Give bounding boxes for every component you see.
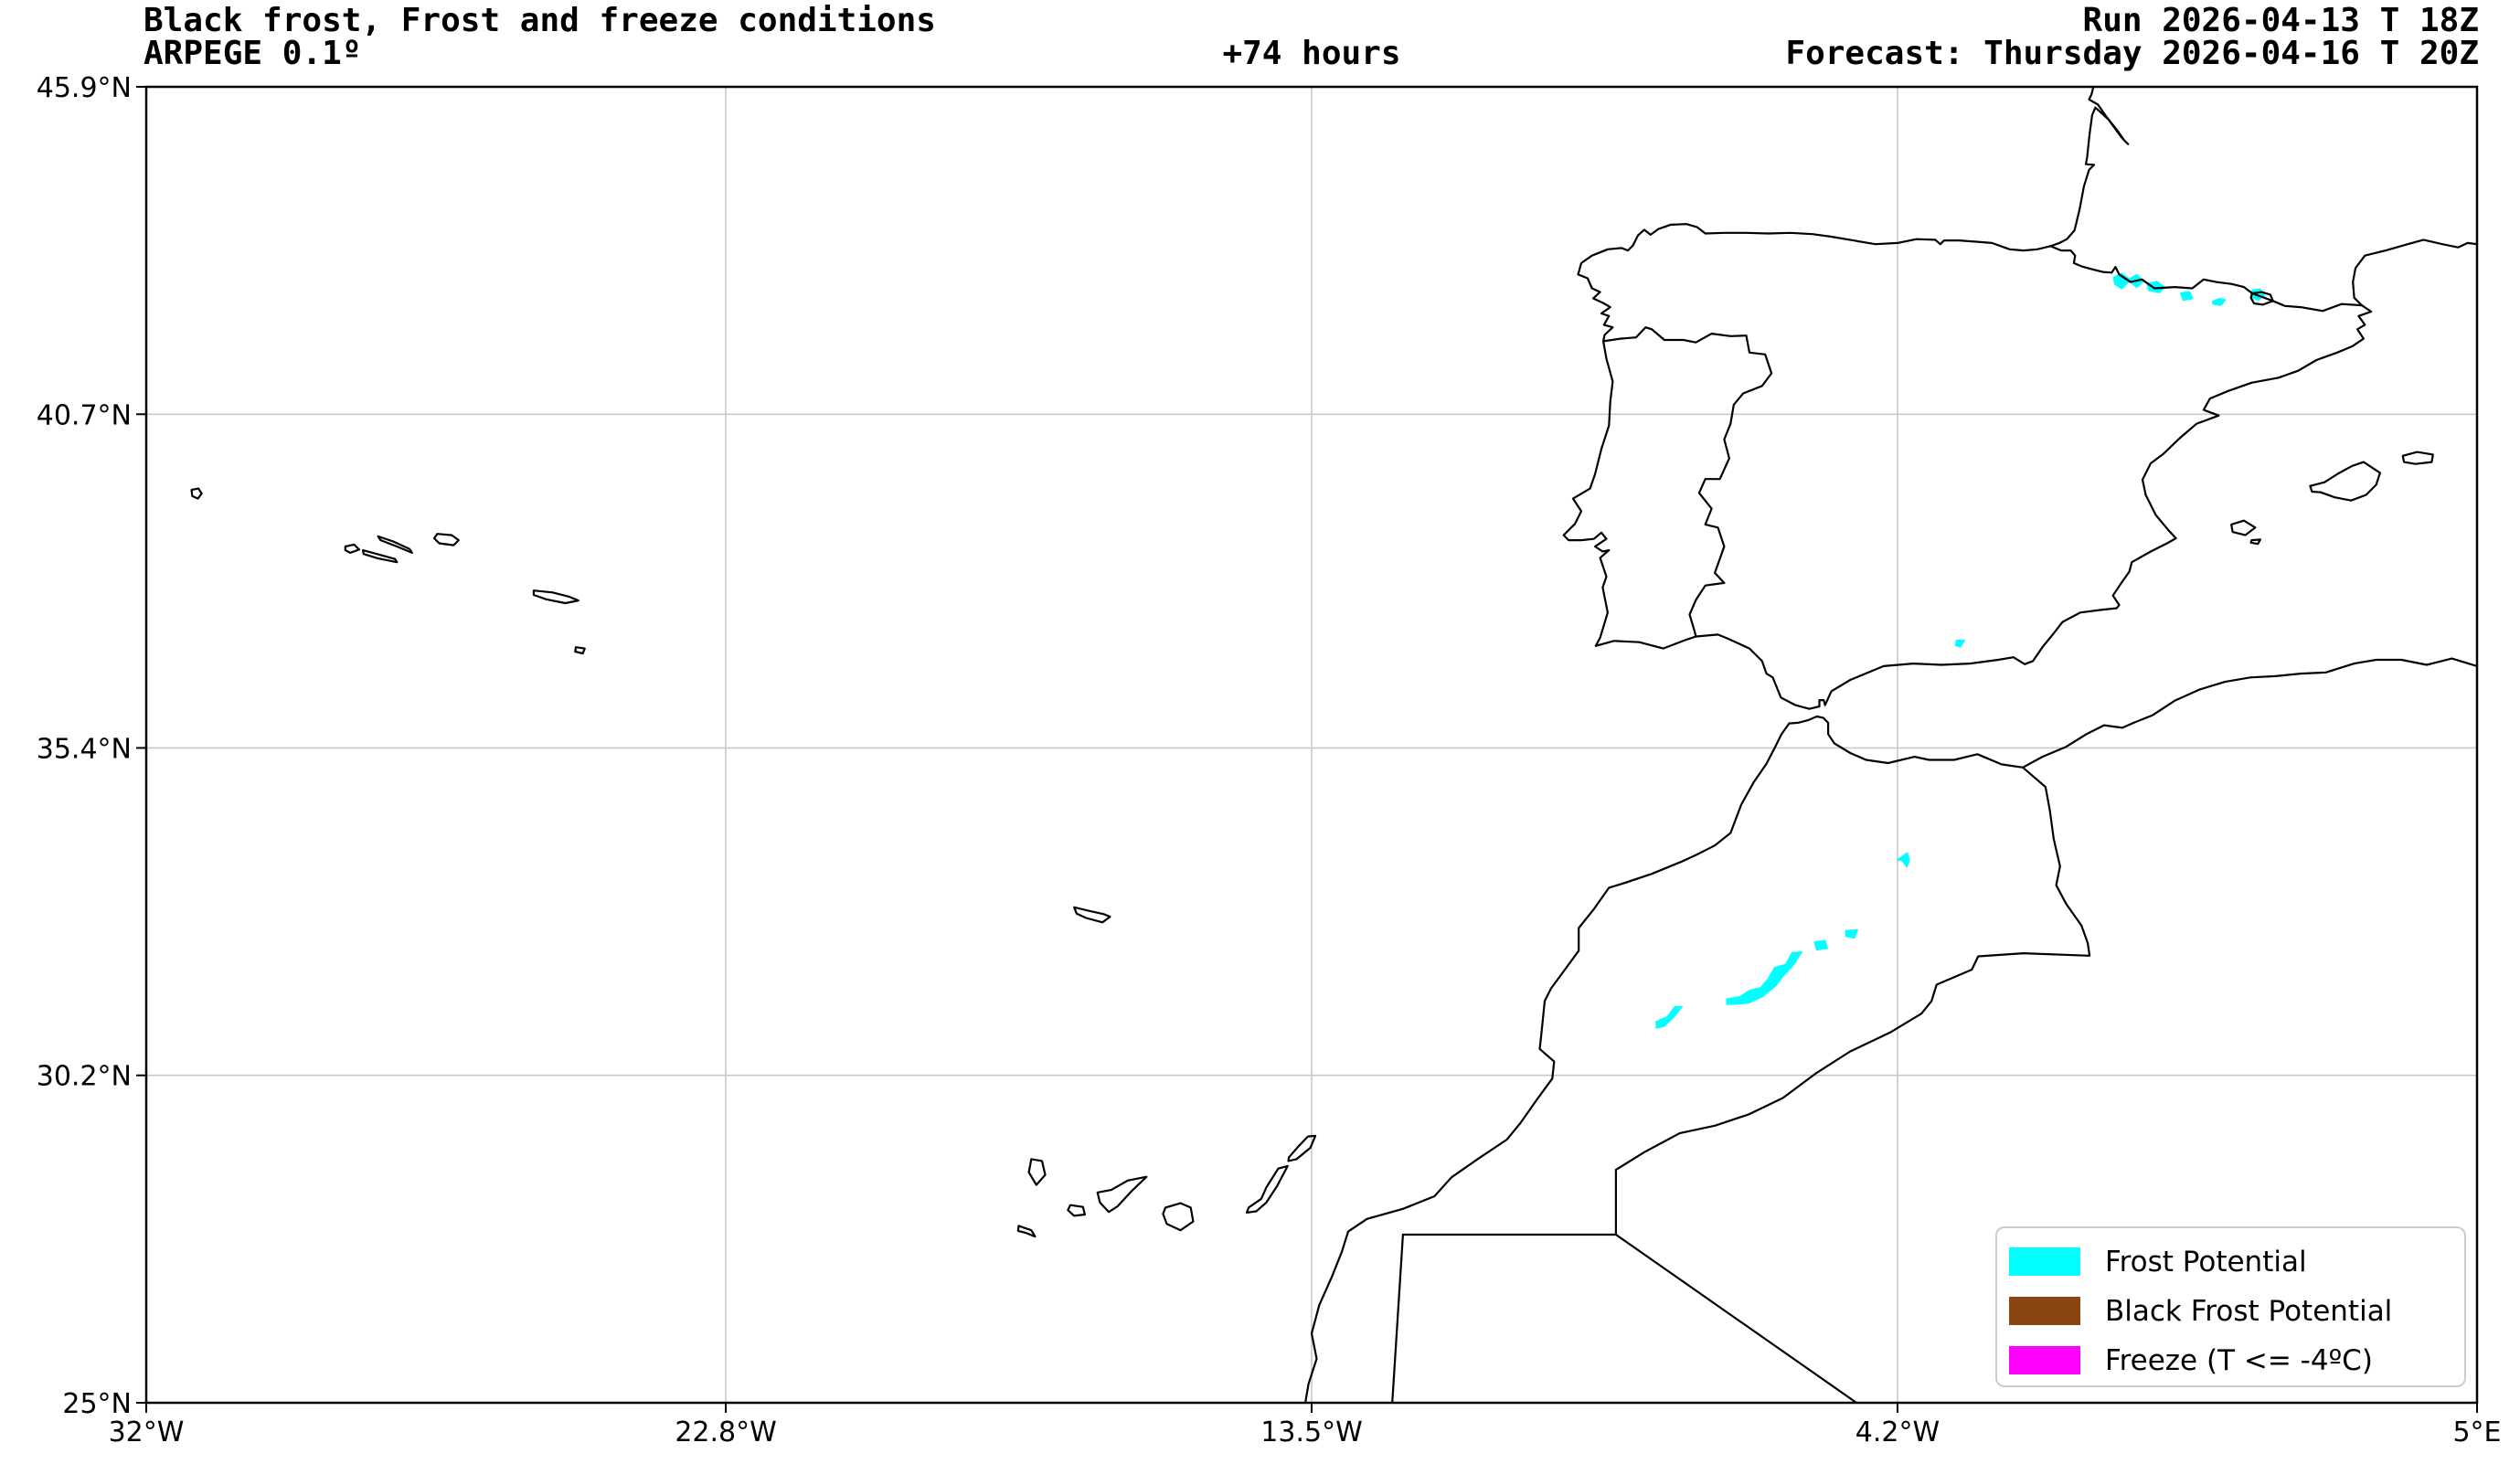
y-tick-label: 25°N [62, 1388, 132, 1420]
border-western-sahara-mauritania [1391, 1233, 1405, 1405]
island-santa-maria [574, 646, 586, 655]
frost-potential-swatch [2009, 1247, 2080, 1276]
forecast-label: Forecast: Thursday 2026-04-16 T 20Z [1785, 35, 2479, 72]
border-pyrenees-france-spain [2049, 245, 2363, 313]
figure-title: Black frost, Frost and freeze conditions [144, 2, 936, 39]
legend-label-freeze: Freeze (T <= -4ºC) [2105, 1343, 2373, 1377]
border-morocco-algeria [1614, 766, 2091, 1236]
run-label: Run 2026-04-13 T 18Z [2082, 2, 2479, 39]
frost-patch-high-atlas-west [1655, 1005, 1684, 1029]
coastline-north-africa [1303, 657, 2479, 1405]
x-tick-label: 32°W [109, 1416, 185, 1448]
x-tick-label: 4.2°W [1855, 1416, 1940, 1448]
x-tick-label: 5°E [2452, 1416, 2501, 1448]
island-sao-jorge [377, 535, 413, 555]
border-algeria-mauritania-diagonal [1614, 1233, 1858, 1405]
y-tick-label: 30.2°N [37, 1061, 132, 1093]
frost-patch-pyrenees-east-1 [2179, 291, 2194, 302]
frost-patch-pyrenees-central [2146, 281, 2166, 293]
island-gran-canaria [1162, 1202, 1195, 1232]
model-label: ARPEGE 0.1º [144, 35, 362, 72]
island-tenerife [1096, 1175, 1148, 1214]
island-andorra [2249, 291, 2274, 306]
legend-box: Frost Potential Black Frost Potential Fr… [1995, 1226, 2466, 1387]
island-la-palma [1027, 1158, 1047, 1186]
island-fuerteventura [1245, 1164, 1289, 1215]
freeze-swatch [2009, 1346, 2080, 1374]
island-la-gomera [1067, 1204, 1087, 1217]
frost-patch-sierra-nevada [1954, 639, 1966, 648]
island-el-hierro [1016, 1225, 1037, 1238]
y-tick-label: 45.9°N [37, 72, 132, 104]
frost-patch-high-atlas-chain [1726, 951, 1803, 1005]
island-sao-miguel [532, 589, 579, 605]
y-tick-label: 35.4°N [37, 733, 132, 765]
frost-patch-middle-atlas [1896, 852, 1910, 868]
border-portugal-spain [1601, 326, 1773, 638]
x-tick-label: 13.5°W [1260, 1416, 1362, 1448]
island-menorca [2401, 451, 2434, 465]
y-tick-label: 40.7°N [37, 399, 132, 431]
legend-item-freeze: Freeze (T <= -4ºC) [2009, 1337, 2464, 1384]
island-formentera [2249, 538, 2261, 546]
island-faial [344, 543, 360, 555]
coastline-france-iberia [1562, 85, 2479, 710]
island-pico [362, 548, 399, 564]
island-madeira [1073, 906, 1111, 924]
x-tick-label: 22.8°W [675, 1416, 776, 1448]
legend-label-black-frost: Black Frost Potential [2105, 1294, 2393, 1328]
frost-patch-atlas-northeast-2 [1813, 939, 1829, 951]
black-frost-potential-swatch [2009, 1297, 2080, 1325]
island-terceira [432, 533, 460, 546]
island-mallorca [2309, 461, 2381, 502]
legend-item-black-frost: Black Frost Potential [2009, 1288, 2464, 1334]
legend-label-frost: Frost Potential [2105, 1245, 2307, 1278]
frost-patch-pyrenees-east-2 [2211, 297, 2227, 306]
island-ibiza [2230, 519, 2257, 536]
island-flores [190, 487, 203, 500]
legend-item-frost: Frost Potential [2009, 1238, 2464, 1285]
island-lanzarote [1287, 1134, 1317, 1162]
lead-time-label: +74 hours [1222, 35, 1401, 72]
frost-patch-atlas-northeast-1 [1845, 928, 1859, 939]
